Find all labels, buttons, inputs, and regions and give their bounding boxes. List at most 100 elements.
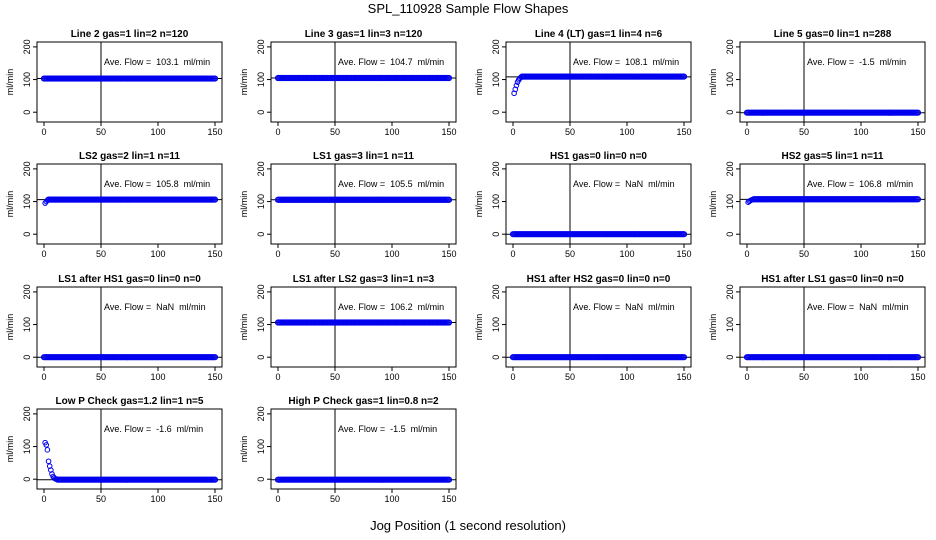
y-tick-label: 200: [22, 284, 32, 299]
y-tick-label: 0: [491, 232, 501, 237]
series-flow: [509, 231, 688, 238]
data-point: [914, 109, 922, 116]
panel-8: HS2 gas=5 lin=1 n=11 0 50 100 150 0 100 200 ml/m…: [708, 151, 926, 259]
x-tick-label: 100: [619, 372, 634, 382]
x-tick-label: 100: [150, 372, 165, 382]
series-flow: [42, 196, 219, 206]
average-flow-annotation: Ave. Flow = 106.8 ml/min: [807, 179, 913, 189]
x-tick-label: 50: [565, 127, 575, 137]
average-flow-annotation: Ave. Flow = NaN ml/min: [573, 302, 675, 312]
data-point: [445, 476, 453, 483]
data-point-transient: [44, 197, 51, 204]
y-tick-label: 0: [256, 232, 266, 237]
x-tick-label: 100: [853, 249, 868, 259]
data-point-transient: [749, 196, 756, 203]
panel-title: High P Check gas=1 lin=0.8 n=2: [288, 396, 439, 407]
y-tick-label: 100: [725, 317, 735, 332]
data-point-transient: [45, 458, 52, 465]
x-tick-label: 150: [207, 372, 222, 382]
y-tick-label: 100: [256, 194, 266, 209]
x-tick-label: 150: [207, 127, 222, 137]
x-tick-label: 50: [96, 127, 106, 137]
data-point: [680, 73, 688, 80]
data-point: [914, 196, 922, 203]
x-tick-label: 50: [799, 372, 809, 382]
y-tick-label: 0: [725, 110, 735, 115]
x-tick-label: 50: [96, 494, 106, 504]
series-flow: [40, 354, 219, 361]
y-axis-label: ml/min: [708, 191, 718, 218]
average-flow-annotation: Ave. Flow = -1.5 ml/min: [338, 424, 437, 434]
plot-frame: [36, 408, 223, 490]
y-tick-label: 0: [22, 232, 32, 237]
y-tick-label: 100: [256, 72, 266, 87]
y-axis-label: ml/min: [239, 436, 249, 463]
panel-13: Low P Check gas=1.2 lin=1 n=5 0 50 100 150 0 1…: [5, 396, 223, 504]
y-tick-label: 0: [22, 355, 32, 360]
series-flow: [274, 196, 453, 203]
data-point: [211, 196, 219, 203]
y-tick-label: 200: [256, 161, 266, 176]
x-tick-label: 0: [510, 127, 515, 137]
plot-frame: [270, 163, 457, 245]
data-point-transient: [43, 198, 50, 205]
y-tick-label: 100: [256, 439, 266, 454]
y-tick-label: 100: [22, 439, 32, 454]
average-flow-annotation: Ave. Flow = NaN ml/min: [573, 179, 675, 189]
panel-title: HS1 after HS2 gas=0 lin=0 n=0: [527, 274, 671, 285]
panel-title: LS1 after LS2 gas=3 lin=1 n=3: [293, 274, 435, 285]
y-tick-label: 0: [725, 232, 735, 237]
panel-14: High P Check gas=1 lin=0.8 n=2 0 50 100 150 0…: [239, 396, 457, 504]
y-axis-label: ml/min: [708, 314, 718, 341]
plot-frame: [739, 163, 926, 245]
plot-frame: [270, 41, 457, 123]
x-tick-label: 100: [853, 372, 868, 382]
y-axis-label: ml/min: [239, 69, 249, 96]
x-tick-label: 150: [207, 249, 222, 259]
x-tick-label: 50: [330, 372, 340, 382]
plot-frame: [270, 408, 457, 490]
x-tick-label: 0: [275, 372, 280, 382]
x-tick-label: 50: [96, 372, 106, 382]
panel-9: LS1 after HS1 gas=0 lin=0 n=0 0 50 100 150 0 1…: [5, 274, 223, 382]
y-tick-label: 200: [22, 406, 32, 421]
series-flow: [274, 74, 453, 82]
average-flow-annotation: Ave. Flow = -1.5 ml/min: [807, 57, 906, 67]
x-tick-label: 100: [384, 127, 399, 137]
x-tick-label: 0: [41, 372, 46, 382]
x-tick-label: 100: [384, 249, 399, 259]
y-tick-label: 0: [22, 110, 32, 115]
x-tick-label: 100: [384, 494, 399, 504]
panel-title: Line 5 gas=0 lin=1 n=288: [774, 29, 892, 40]
data-point: [211, 476, 219, 483]
x-tick-label: 50: [565, 249, 575, 259]
x-tick-label: 150: [207, 494, 222, 504]
average-flow-annotation: Ave. Flow = 106.2 ml/min: [338, 302, 444, 312]
x-tick-label: 0: [41, 494, 46, 504]
y-tick-label: 200: [725, 161, 735, 176]
plot-frame: [270, 286, 457, 368]
x-tick-label: 50: [799, 127, 809, 137]
x-tick-label: 150: [910, 127, 925, 137]
data-point-transient: [53, 476, 60, 483]
data-point-transient: [43, 442, 50, 448]
data-point: [211, 354, 219, 361]
y-tick-label: 100: [491, 317, 501, 332]
series-flow: [274, 319, 453, 326]
series-flow: [274, 476, 453, 483]
average-flow-annotation: Ave. Flow = 105.8 ml/min: [104, 179, 210, 189]
panel-4: Line 5 gas=0 lin=1 n=288 0 50 100 150 0 100 200…: [708, 29, 926, 137]
y-axis-label: ml/min: [474, 191, 484, 218]
y-tick-label: 100: [725, 194, 735, 209]
panel-title: HS2 gas=5 lin=1 n=11: [781, 151, 883, 162]
panel-12: HS1 after LS1 gas=0 lin=0 n=0 0 50 100 150 0 1…: [708, 274, 926, 382]
panel-1: Line 2 gas=1 lin=2 n=120 0 50 100 150 0 100 200…: [5, 29, 223, 137]
average-flow-annotation: Ave. Flow = NaN ml/min: [104, 302, 206, 312]
x-tick-label: 150: [676, 127, 691, 137]
x-tick-label: 150: [676, 249, 691, 259]
y-tick-label: 200: [725, 284, 735, 299]
x-tick-label: 150: [441, 127, 456, 137]
figure-title: SPL_110928 Sample Flow Shapes: [367, 1, 569, 16]
data-point-transient: [44, 447, 51, 453]
